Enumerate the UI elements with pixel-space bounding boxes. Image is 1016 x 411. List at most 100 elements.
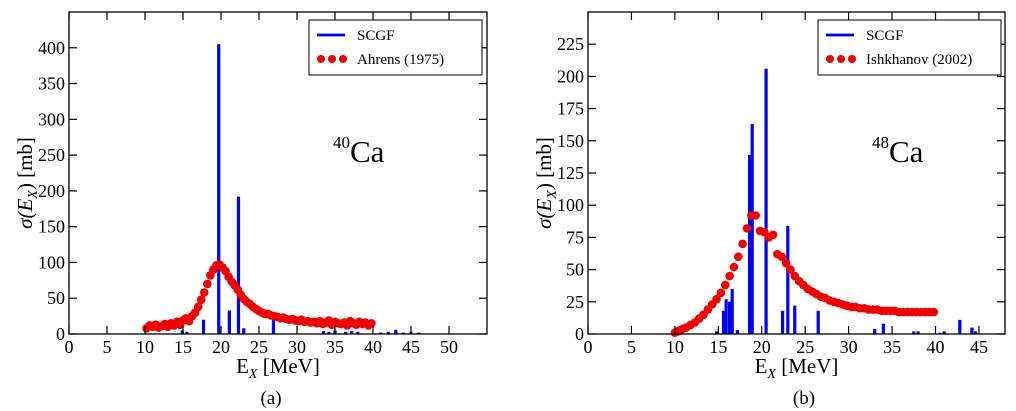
bar	[386, 331, 390, 334]
x-axis-label: EX [MeV]	[755, 354, 839, 382]
plot-frame	[68, 11, 488, 335]
panel-caption: (a)	[260, 388, 281, 409]
x-axis-label-sub: X	[766, 367, 776, 382]
nucleus-symbol: Ca	[350, 134, 385, 169]
y-axis-label-post: ) [mb]	[13, 137, 37, 190]
x-tick-label: 35	[326, 337, 344, 357]
legend-swatch-dot	[317, 55, 325, 63]
y-tick-label: 50	[566, 260, 584, 280]
bar	[350, 331, 354, 334]
bar	[816, 310, 820, 334]
bar	[714, 331, 719, 334]
x-tick-label: 50	[440, 337, 458, 357]
y-tick-label: 225	[557, 34, 584, 54]
x-tick-label: 15	[709, 337, 727, 357]
bar	[322, 331, 326, 334]
nucleus-label: 40Ca	[333, 133, 385, 169]
bar	[781, 310, 785, 334]
chart-panel-a: 0 5 10 15 20 25 30 35 40 45 50 0 50 100 150 200 250 300 35…	[13, 11, 488, 409]
bar	[728, 301, 732, 334]
bar	[747, 154, 752, 334]
legend-swatch-dot	[848, 55, 856, 63]
y-tick-label: 200	[38, 181, 65, 201]
data-point	[725, 271, 734, 281]
bar	[401, 332, 405, 334]
data-point	[367, 318, 376, 328]
y-tick-label: 100	[557, 195, 584, 215]
bar	[912, 331, 916, 334]
bar	[786, 225, 790, 334]
bar	[970, 327, 974, 334]
y-tick-label: 0	[575, 324, 584, 344]
x-tick-label: 35	[883, 337, 901, 357]
y-tick-label: 150	[557, 131, 584, 151]
bar	[916, 331, 920, 334]
bar	[379, 332, 383, 334]
x-tick-label: 40	[364, 337, 382, 357]
bar	[721, 310, 726, 334]
x-tick-label: 0	[65, 337, 74, 357]
x-tick-label: 30	[288, 337, 306, 357]
y-tick-label: 75	[566, 227, 584, 247]
bar	[942, 331, 946, 334]
data-point	[199, 288, 209, 297]
y-tick-label: 100	[38, 252, 65, 272]
legend-box	[817, 19, 1002, 76]
x-tick-label: 30	[840, 337, 858, 357]
y-axis-label-sub: X	[26, 190, 41, 200]
y-axis-label-sub: X	[545, 190, 560, 200]
y-tick-label: 175	[557, 99, 584, 119]
legend-box	[308, 19, 483, 76]
legend-label: Ahrens (1975)	[357, 52, 444, 68]
data-point	[712, 294, 721, 304]
data-point	[738, 239, 747, 249]
x-axis-label-main: E	[236, 354, 249, 378]
bar	[344, 331, 348, 334]
bar	[873, 328, 877, 334]
data-point	[716, 288, 726, 298]
y-tick-label: 25	[566, 292, 584, 312]
data-point	[742, 224, 752, 233]
bar	[227, 310, 231, 334]
bar	[180, 330, 184, 334]
nucleus-symbol: Ca	[889, 134, 924, 169]
x-tick-label: 10	[666, 337, 684, 357]
bar	[735, 330, 740, 334]
y-tick-label: 250	[38, 145, 65, 165]
bar	[217, 44, 221, 334]
data-point	[203, 279, 212, 289]
panel-caption: (b)	[793, 388, 815, 409]
data-point	[733, 252, 743, 262]
y-tick-label: 125	[557, 163, 584, 183]
x-axis-label-main: E	[755, 354, 768, 378]
bar	[881, 323, 885, 334]
bar	[764, 68, 768, 335]
bar	[417, 332, 421, 334]
x-tick-label: 10	[136, 337, 154, 357]
bar	[793, 305, 797, 334]
data-point	[751, 211, 760, 220]
data-point	[720, 280, 730, 290]
y-axis-label-post: ) [mb]	[532, 137, 556, 190]
data-point	[777, 252, 787, 262]
bar	[271, 319, 276, 334]
y-tick-label: 350	[38, 74, 65, 94]
bar	[750, 124, 754, 334]
x-tick-label: 5	[103, 337, 112, 357]
nucleus-label: 48Ca	[872, 133, 924, 169]
y-axis-label: σ(EX) [mb]	[532, 137, 560, 229]
bar	[242, 328, 246, 334]
x-axis-label-sub: X	[248, 367, 258, 382]
x-tick-label: 5	[627, 337, 636, 357]
legend-label: SCGF	[357, 28, 395, 44]
x-tick-label: 40	[927, 337, 945, 357]
legend-swatch-dot	[328, 55, 336, 63]
bar	[958, 319, 962, 334]
data-point	[729, 262, 739, 272]
y-axis-label: σ(EX) [mb]	[13, 137, 41, 229]
x-tick-label: 20	[212, 337, 230, 357]
x-axis-label-unit: [MeV]	[776, 354, 838, 378]
y-tick-label: 150	[38, 217, 65, 237]
data-point	[196, 295, 206, 304]
